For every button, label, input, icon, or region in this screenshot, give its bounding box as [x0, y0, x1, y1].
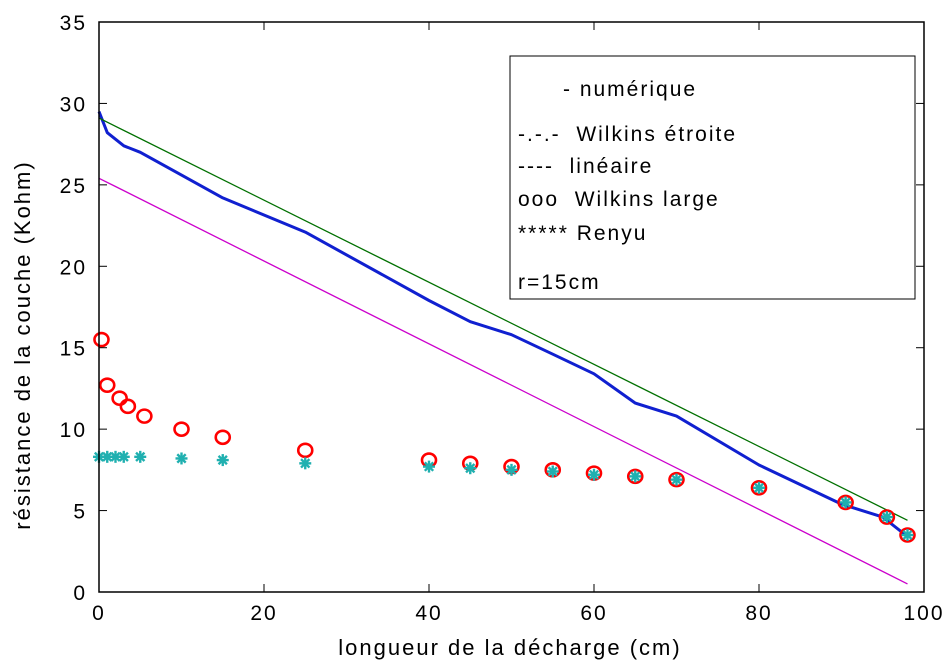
- x-tick-label: 80: [745, 602, 772, 625]
- data-point-star: [217, 454, 229, 466]
- y-tick-label: 20: [60, 256, 87, 279]
- legend: - numérique -.-.- Wilkins étroite ---- l…: [510, 56, 915, 299]
- data-point-star: [588, 469, 600, 481]
- data-point-circle: [121, 400, 135, 413]
- series-renyu-markers: [93, 451, 914, 541]
- x-tick-label: 20: [250, 602, 277, 625]
- y-tick-label: 5: [73, 501, 87, 524]
- data-point-circle: [94, 333, 108, 346]
- y-tick-label: 30: [60, 93, 87, 116]
- x-tick-label: 100: [903, 602, 944, 625]
- data-point-circle: [113, 392, 127, 405]
- x-axis-label: longueur de la décharge (cm): [338, 635, 681, 660]
- y-tick-label: 15: [60, 338, 87, 361]
- data-point-circle: [298, 444, 312, 457]
- legend-entry-renyu: ***** Renyu: [518, 222, 647, 245]
- x-tick-label: 40: [415, 602, 442, 625]
- y-tick-label: 10: [60, 419, 87, 442]
- data-point-star: [902, 529, 914, 541]
- data-point-circle: [216, 431, 230, 444]
- data-point-star: [176, 452, 188, 464]
- series-wilkins-large-markers: [94, 333, 914, 541]
- legend-entry-lineaire: ---- linéaire: [518, 155, 653, 178]
- data-point-star: [134, 451, 146, 463]
- y-tick-label: 35: [60, 12, 87, 35]
- legend-annotation-radius: r=15cm: [518, 271, 601, 294]
- x-tick-label: 60: [580, 602, 607, 625]
- x-tick-label: 0: [92, 602, 106, 625]
- y-tick-label: 25: [60, 175, 87, 198]
- data-point-star: [629, 470, 641, 482]
- data-point-circle: [137, 410, 151, 423]
- data-point-star: [506, 464, 518, 476]
- data-point-star: [423, 461, 435, 473]
- data-point-star: [464, 462, 476, 474]
- data-point-circle: [175, 423, 189, 436]
- legend-entry-wilkins-etroite: -.-.- Wilkins étroite: [518, 123, 737, 146]
- y-axis-label: résistance de la couche (Kohm): [10, 160, 35, 529]
- data-point-star: [299, 457, 311, 469]
- data-point-star: [881, 511, 893, 523]
- data-point-star: [671, 474, 683, 486]
- y-tick-label: 0: [73, 582, 87, 605]
- data-point-circle: [100, 379, 114, 392]
- legend-entry-wilkins-large: ooo Wilkins large: [518, 188, 720, 211]
- legend-entry-numerique: - numérique: [563, 78, 697, 101]
